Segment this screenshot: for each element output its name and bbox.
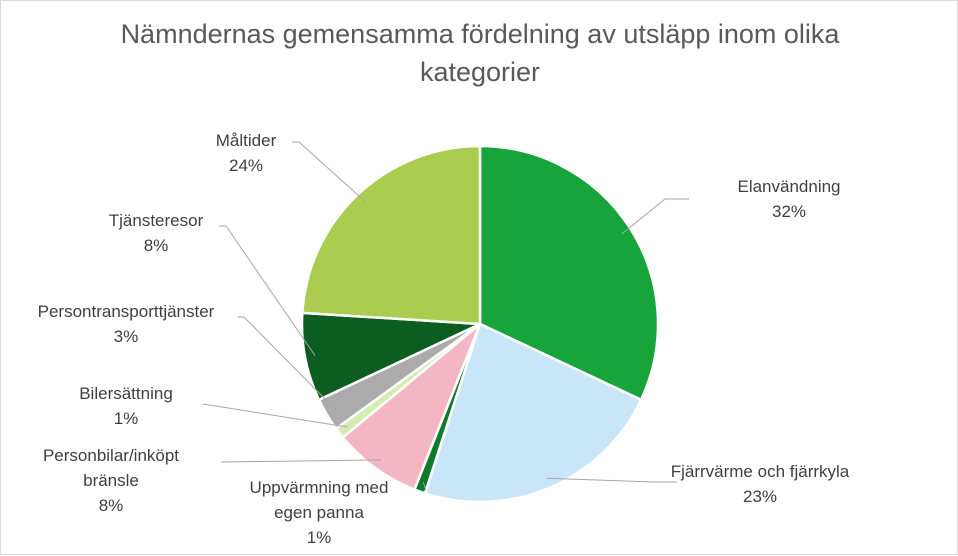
slice-label: Måltider (216, 131, 277, 150)
leader-line (422, 481, 427, 491)
slice-value-label: 1% (307, 528, 332, 547)
pie-slice-tjänsteresor (300, 311, 481, 402)
slice-label: Fjärrvärme och fjärrkyla (671, 462, 850, 481)
slice-value-label: 23% (743, 487, 777, 506)
pie-slice-elanvändning (478, 144, 660, 402)
slice-label: Personbilar/inköpt (43, 446, 179, 465)
pie-slice-personbilar-inköpt-bränsle (341, 323, 482, 492)
slice-value-label: 3% (114, 327, 139, 346)
slice-label: Uppvärmning med (250, 478, 389, 497)
slice-label: egen panna (274, 503, 364, 522)
slice-label: Bilersättning (79, 384, 173, 403)
slice-value-label: 8% (99, 496, 124, 515)
slice-label: Elanvändning (737, 177, 840, 196)
leader-line (292, 141, 366, 202)
leader-line (238, 316, 336, 410)
slice-value-label: 24% (229, 156, 263, 175)
slice-value-label: 8% (144, 236, 169, 255)
chart-title: Nämndernas gemensamma fördelning av utsl… (121, 19, 841, 49)
pie-slice-fjärrvärme-och-fjärrkyla (423, 322, 643, 504)
leader-line (546, 477, 677, 483)
leader-line (219, 225, 316, 356)
leader-line (202, 403, 348, 428)
slice-label: bränsle (83, 471, 139, 490)
chart-title: kategorier (420, 57, 540, 87)
pie-slice-måltider (301, 144, 482, 326)
slice-label: Tjänsteresor (109, 211, 204, 230)
leader-line (621, 198, 689, 235)
slice-label: Persontransporttjänster (38, 302, 215, 321)
slice-value-label: 32% (772, 202, 806, 221)
leader-line (220, 459, 382, 463)
slice-value-label: 1% (114, 409, 139, 428)
